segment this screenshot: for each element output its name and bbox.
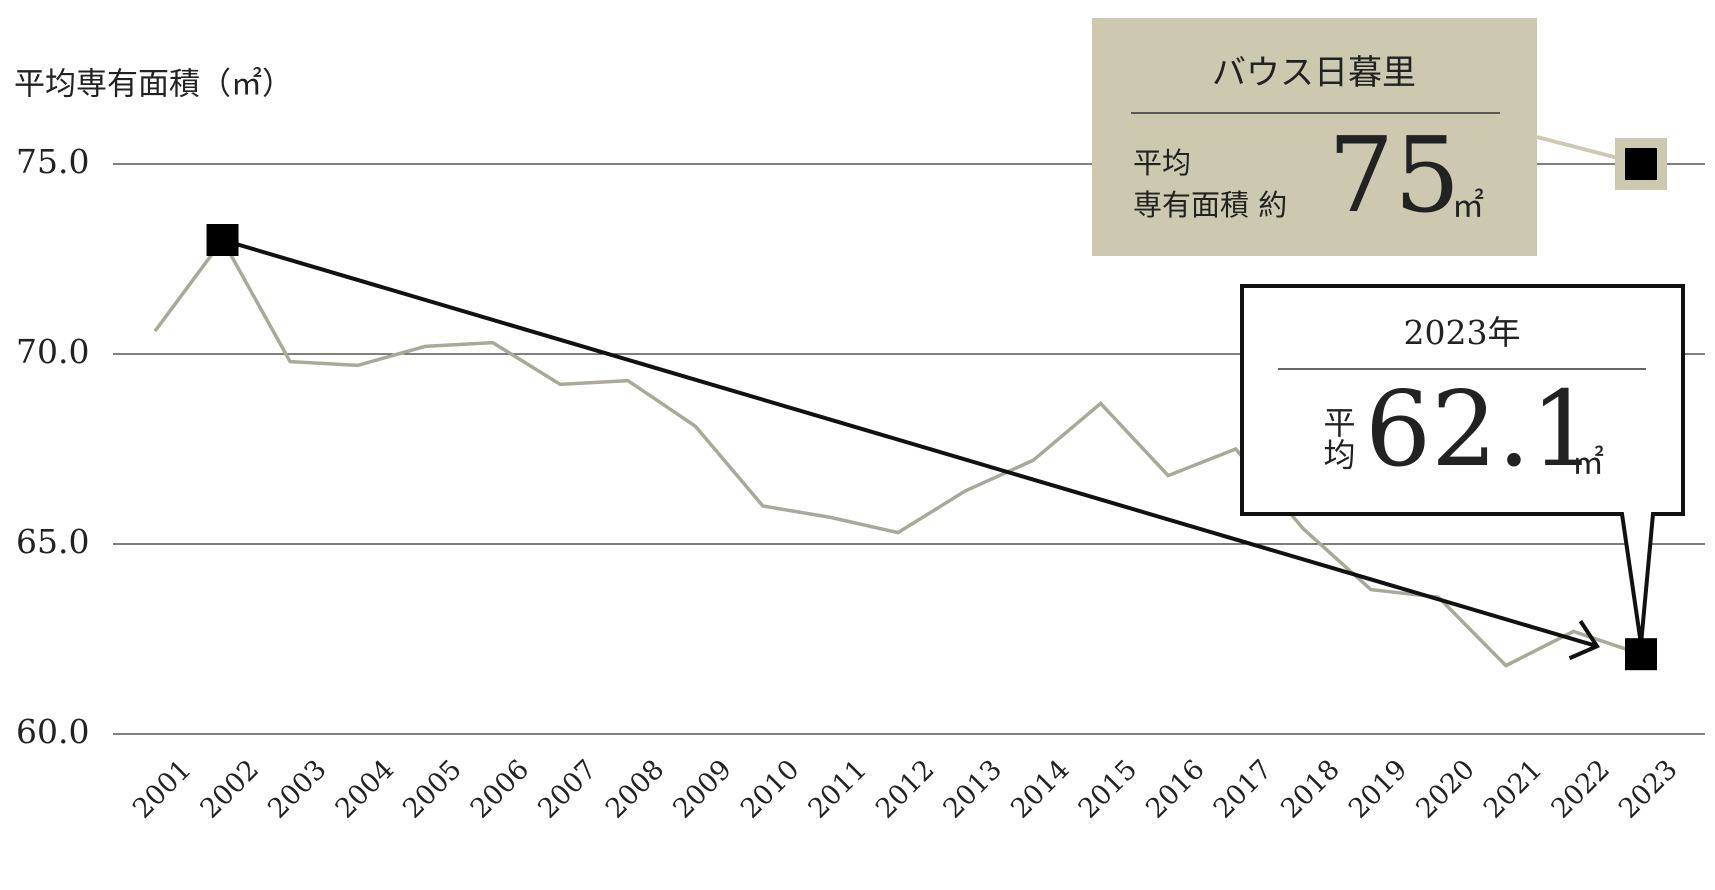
y-tick-label: 70.0 xyxy=(16,332,89,371)
reference-marker xyxy=(1625,148,1657,180)
annotation-title: バウス日暮里 xyxy=(1212,53,1416,93)
x-tick-label: 2022 xyxy=(1545,754,1616,825)
y-tick-label: 65.0 xyxy=(16,522,89,561)
x-tick-label: 2018 xyxy=(1275,754,1346,825)
callout-label: 平均 xyxy=(1319,406,1357,470)
x-tick-label: 2020 xyxy=(1410,754,1481,825)
x-tick-label: 2017 xyxy=(1208,754,1279,825)
annotation-value: 75 xyxy=(1328,114,1460,236)
x-tick-label: 2010 xyxy=(735,754,806,825)
marker xyxy=(1625,638,1657,671)
y-axis-label: 平均専有面積（㎡） xyxy=(14,67,293,103)
x-tick-label: 2011 xyxy=(802,754,873,825)
x-tick-label: 2008 xyxy=(600,754,671,825)
callout-unit: ㎡ xyxy=(1572,444,1604,482)
x-tick-label: 2013 xyxy=(938,754,1009,825)
x-tick-label: 2019 xyxy=(1343,754,1414,825)
annotation-box xyxy=(1092,18,1537,256)
annotation-unit: ㎡ xyxy=(1452,187,1484,225)
callout-title: 2023年 xyxy=(1404,313,1521,352)
x-tick-label: 2004 xyxy=(330,754,401,825)
annotation-label: 専有面積 約 xyxy=(1133,188,1287,222)
x-tick-label: 2016 xyxy=(1140,754,1211,825)
x-tick-label: 2002 xyxy=(195,754,266,825)
y-tick-label: 75.0 xyxy=(16,142,89,181)
x-tick-label: 2012 xyxy=(870,754,941,825)
x-tick-label: 2021 xyxy=(1478,754,1549,825)
callout-value: 62.1 xyxy=(1365,368,1597,490)
x-tick-label: 2001 xyxy=(127,754,198,825)
x-tick-label: 2023 xyxy=(1613,754,1684,825)
data-line xyxy=(153,236,1642,668)
arrow-head xyxy=(1568,620,1600,661)
x-tick-label: 2007 xyxy=(532,754,603,825)
x-tick-label: 2005 xyxy=(397,754,468,825)
x-tick-label: 2009 xyxy=(667,754,738,825)
x-tick-label: 2014 xyxy=(1005,754,1076,825)
trend-arrow xyxy=(221,238,1598,649)
y-tick-label: 60.0 xyxy=(16,712,89,751)
x-tick-label: 2003 xyxy=(262,754,333,825)
callout-box xyxy=(1240,284,1685,645)
x-tick-label: 2006 xyxy=(465,754,536,825)
marker xyxy=(206,224,239,256)
annotation-label: 平均 xyxy=(1133,146,1191,180)
x-tick-label: 2015 xyxy=(1073,754,1144,825)
